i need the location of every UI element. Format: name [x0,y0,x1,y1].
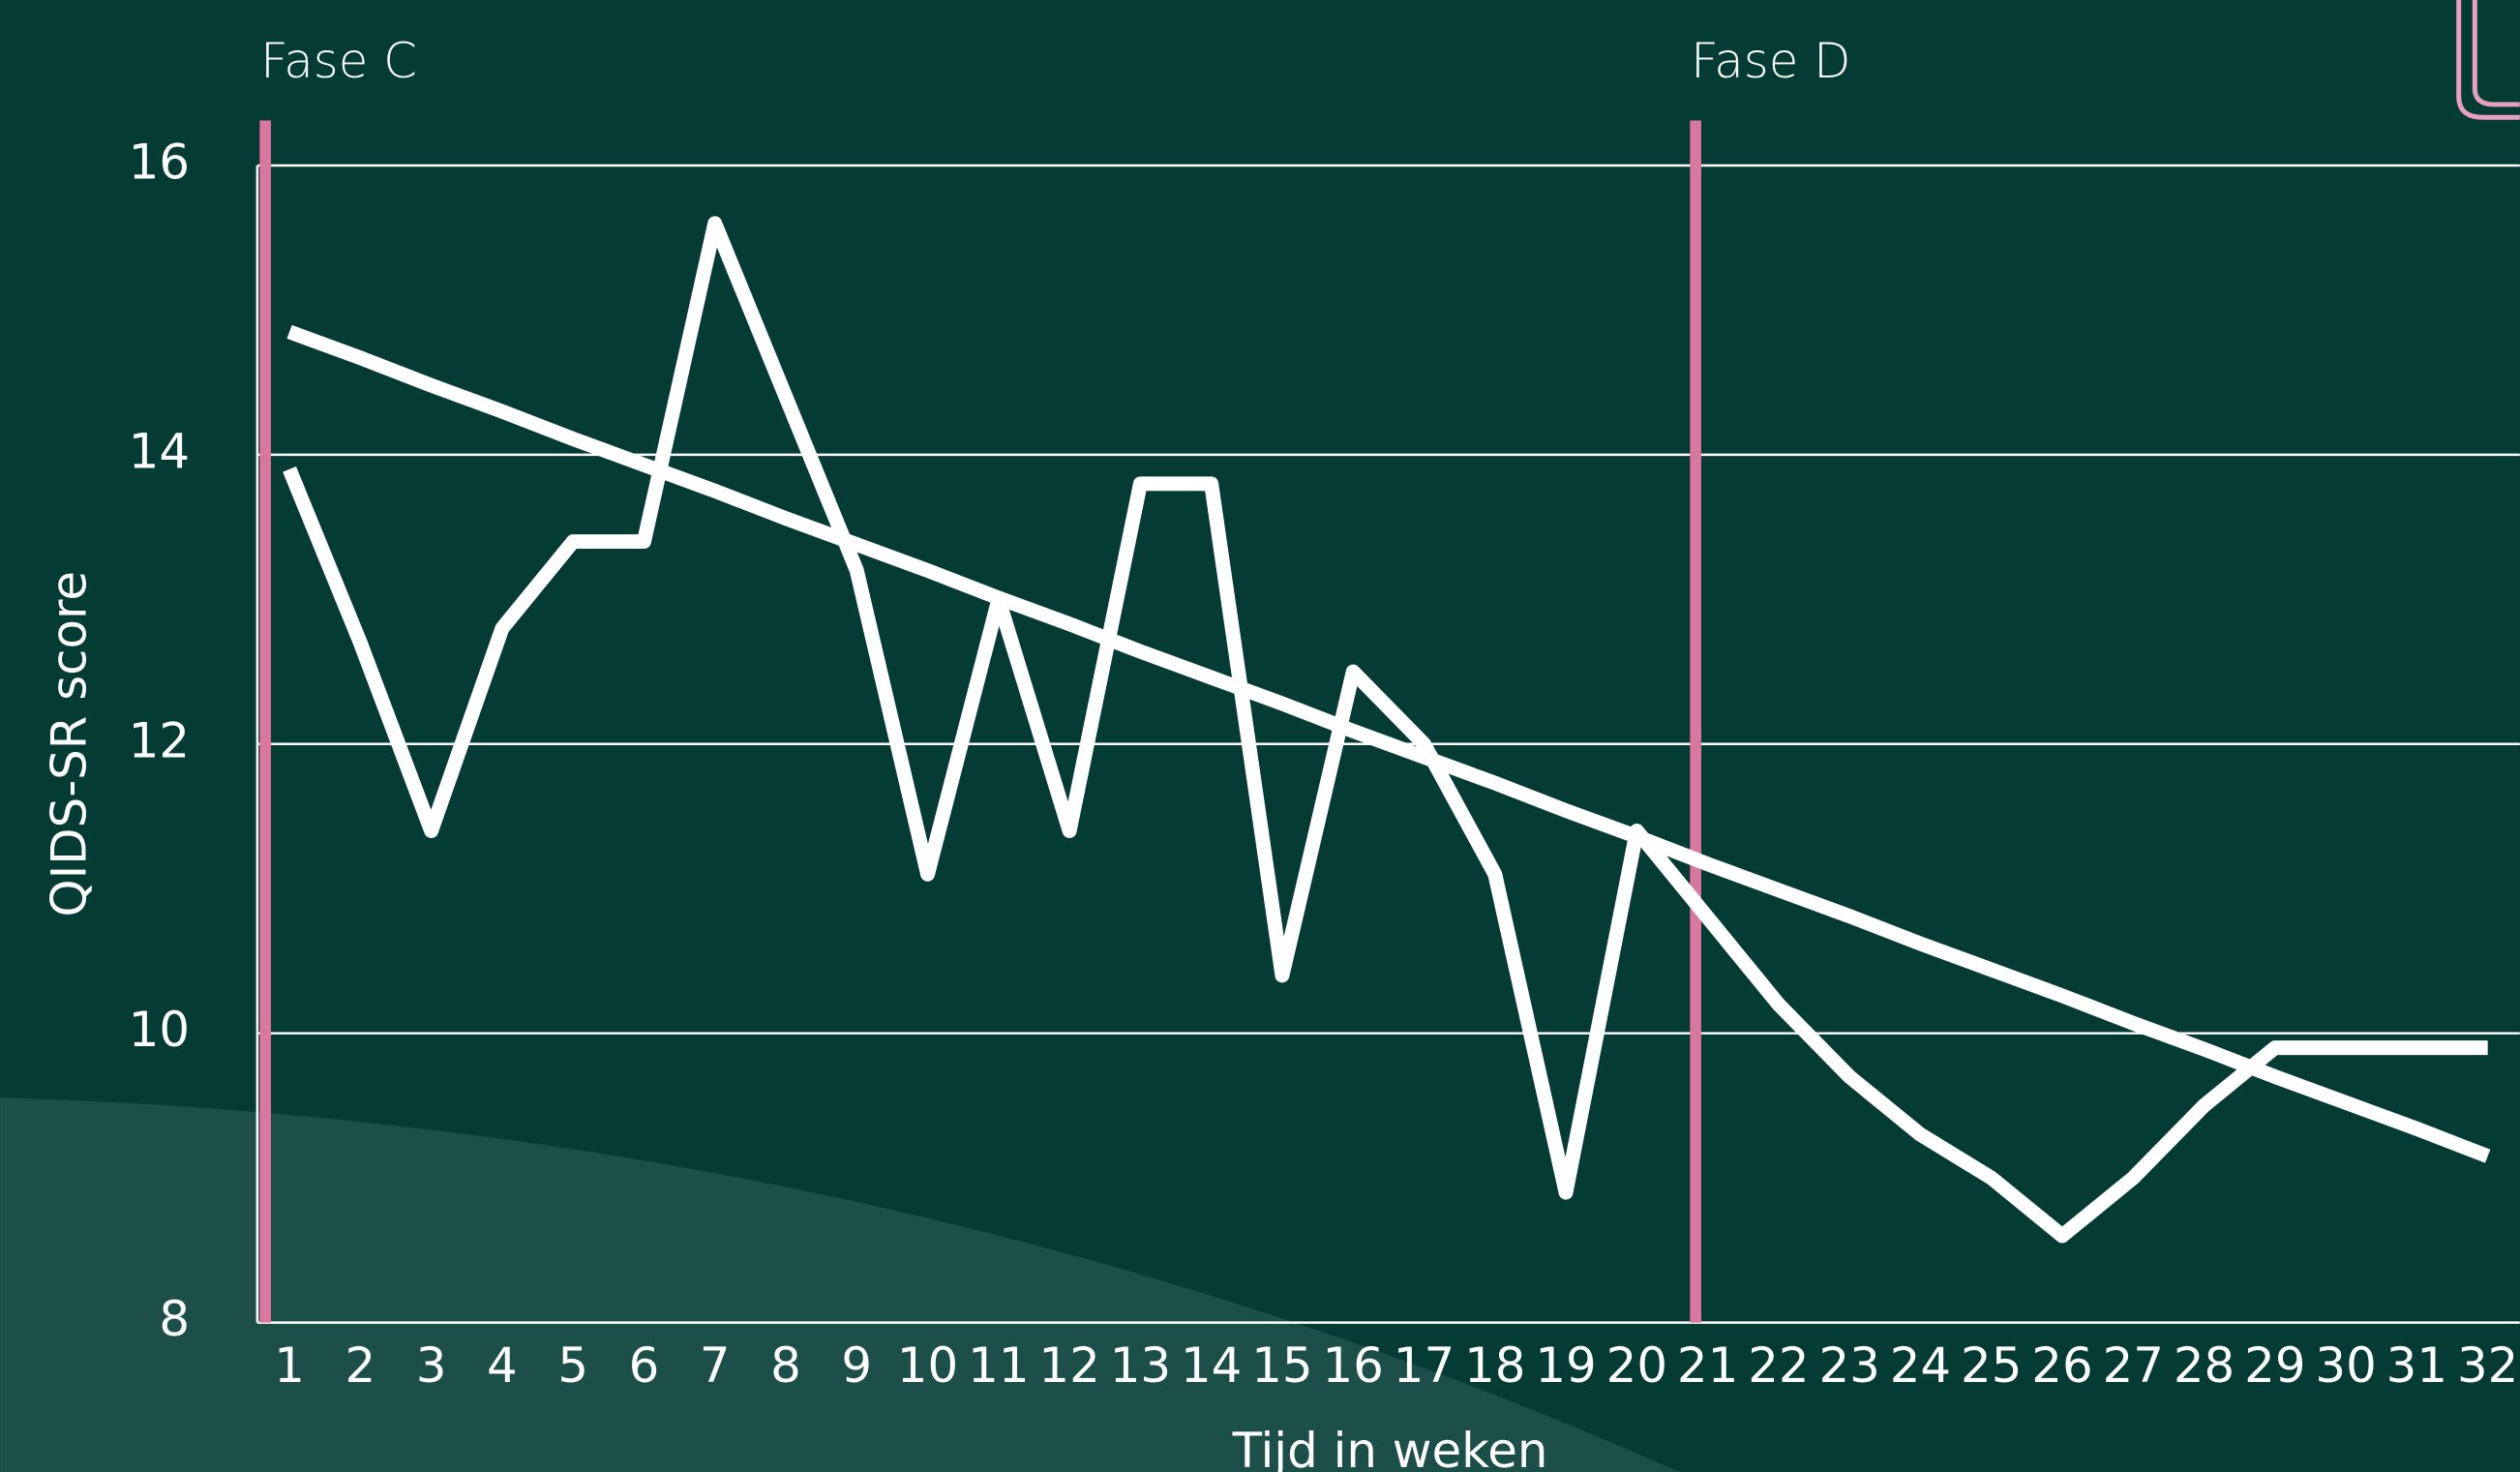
x-tick-label: 22 [1748,1337,1809,1394]
x-tick-label: 27 [2103,1337,2164,1394]
x-tick-label: 7 [700,1337,731,1394]
x-tick-label: 29 [2244,1337,2305,1394]
x-tick-label: 18 [1464,1337,1525,1394]
x-tick-label: 15 [1251,1337,1312,1394]
phase-label: Fase D [1691,33,1850,89]
x-tick-label: 3 [416,1337,447,1394]
x-tick-label: 17 [1394,1337,1455,1394]
x-tick-label: 10 [897,1337,958,1394]
x-tick-label: 9 [841,1337,872,1394]
y-tick-label: 10 [129,1002,190,1058]
x-tick-label: 31 [2386,1337,2447,1394]
x-tick-label: 2 [345,1337,376,1394]
y-tick-label: 12 [129,712,190,768]
x-tick-label: 30 [2315,1337,2376,1394]
x-tick-label: 5 [557,1337,588,1394]
x-tick-label: 26 [2031,1337,2092,1394]
x-tick-label: 19 [1535,1337,1596,1394]
x-axis-label: Tijd in weken [1232,1423,1548,1472]
x-tick-label: 1 [274,1337,305,1394]
x-tick-label: 16 [1323,1337,1384,1394]
x-tick-label: 23 [1818,1337,1879,1394]
x-tick-label: 13 [1110,1337,1171,1394]
phase-label: Fase C [260,33,417,89]
x-tick-label: 25 [1961,1337,2022,1394]
x-tick-label: 11 [968,1337,1029,1394]
x-tick-label: 8 [770,1337,801,1394]
x-tick-label: 21 [1677,1337,1738,1394]
y-tick-label: 8 [159,1291,190,1347]
page: QIDS-SR score Tijd in weken 810121416123… [0,0,2520,1472]
x-tick-label: 6 [629,1337,660,1394]
x-tick-label: 24 [1890,1337,1951,1394]
y-axis-label: QIDS-SR score [41,571,97,917]
y-tick-label: 16 [129,135,190,191]
x-tick-label: 20 [1606,1337,1667,1394]
x-tick-label: 32 [2457,1337,2518,1394]
y-tick-label: 14 [129,423,190,479]
x-tick-label: 14 [1181,1337,1242,1394]
x-tick-label: 12 [1038,1337,1099,1394]
x-tick-label: 4 [487,1337,518,1394]
chart: QIDS-SR score Tijd in weken 810121416123… [0,0,2520,1472]
x-tick-label: 28 [2174,1337,2235,1394]
